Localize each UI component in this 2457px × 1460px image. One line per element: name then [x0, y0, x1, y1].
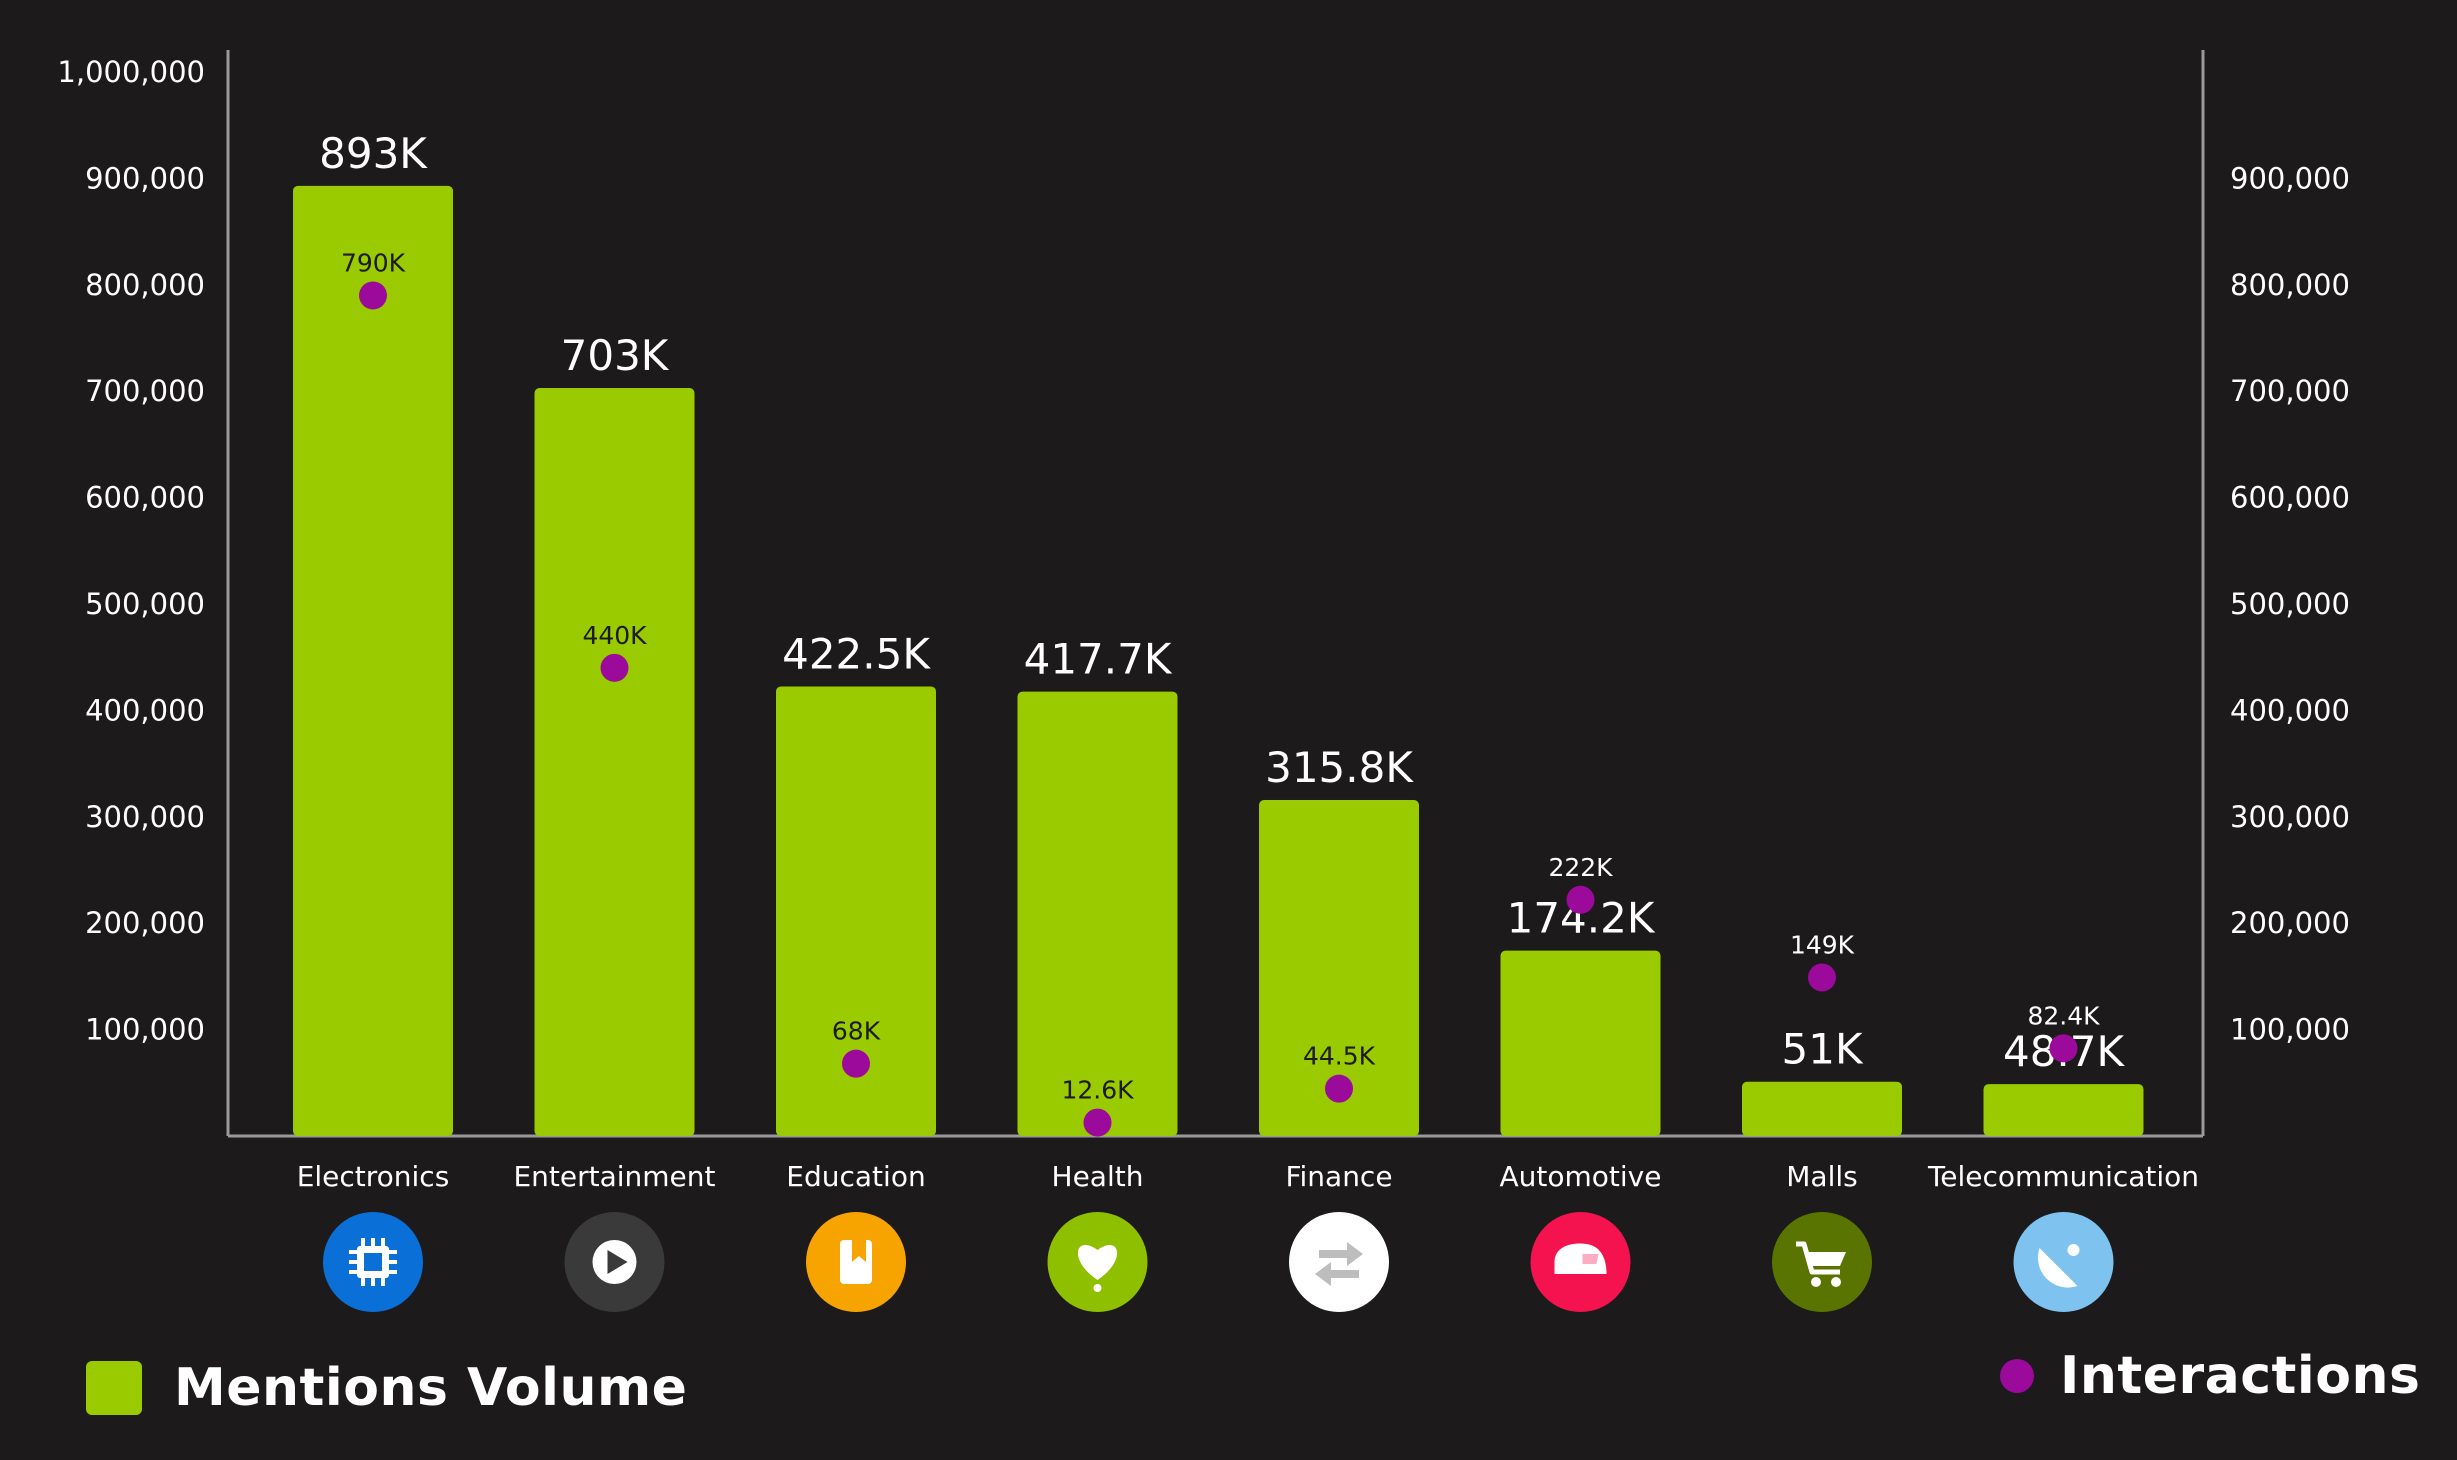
bar-value-label: 51K: [1782, 1025, 1864, 1074]
left-tick-label: 300,000: [85, 800, 205, 834]
legend-interactions-label: Interactions: [2060, 1346, 2421, 1406]
left-tick-label: 100,000: [85, 1013, 205, 1047]
play-icon: [564, 1212, 665, 1312]
bar-mentions-malls: [1742, 1081, 1902, 1136]
legend-mentions-volume: Mentions Volume: [86, 1358, 687, 1418]
point-interactions-entertainment: [600, 653, 629, 682]
right-tick-label: 100,000: [2230, 1013, 2350, 1047]
bar-value-label: 703K: [561, 331, 670, 380]
x-tick-label: Malls: [1786, 1160, 1857, 1193]
right-tick-label: 400,000: [2230, 693, 2350, 727]
heart-icon: [1047, 1212, 1148, 1312]
left-tick-label: 700,000: [85, 374, 205, 408]
point-interactions-malls: [1808, 963, 1836, 992]
car-icon: [1530, 1212, 1631, 1312]
bar-value-label: 315.8K: [1265, 743, 1414, 792]
point-value-label: 44.5K: [1303, 1042, 1376, 1071]
bar-value-label: 417.7K: [1024, 635, 1173, 684]
bar-mentions-finance: [1259, 799, 1419, 1136]
x-tick-label: Finance: [1285, 1160, 1392, 1193]
x-tick-label: Automotive: [1500, 1160, 1662, 1193]
satellite-dish-icon: [2013, 1212, 2114, 1312]
point-value-label: 222K: [1548, 853, 1613, 882]
legend-point-swatch: [2000, 1359, 2034, 1393]
bookmark-icon: [806, 1212, 906, 1312]
cart-icon: [1772, 1212, 1872, 1312]
x-tick-label: Health: [1052, 1160, 1144, 1193]
bar-mentions-health: [1017, 691, 1178, 1136]
x-tick-label: Education: [786, 1160, 925, 1193]
bar-mentions-electronics: [293, 185, 453, 1136]
left-tick-label: 400,000: [85, 693, 205, 727]
right-tick-label: 900,000: [2230, 161, 2350, 195]
point-interactions-health: [1083, 1108, 1112, 1137]
legend-interactions: Interactions: [2000, 1346, 2420, 1406]
right-tick-label: 200,000: [2230, 906, 2350, 940]
point-value-label: 68K: [832, 1017, 881, 1046]
point-value-label: 149K: [1790, 930, 1855, 959]
left-tick-label: 200,000: [85, 906, 205, 940]
bar-mentions-entertainment: [534, 388, 695, 1136]
point-interactions-telecommunication: [2049, 1034, 2078, 1063]
right-tick-label: 700,000: [2230, 374, 2350, 408]
bar-mentions-telecommunication: [1983, 1084, 2144, 1136]
point-value-label: 82.4K: [2027, 1001, 2100, 1030]
transfer-arrows-icon: [1289, 1212, 1389, 1312]
bar-mentions-education: [776, 686, 936, 1136]
bar-mentions-automotive: [1500, 950, 1661, 1136]
left-tick-label: 600,000: [85, 481, 205, 515]
bar-value-label: 893K: [319, 129, 428, 178]
point-interactions-finance: [1325, 1074, 1353, 1103]
right-tick-label: 300,000: [2230, 800, 2350, 834]
legend-bar-swatch: [86, 1361, 142, 1415]
left-tick-label: 800,000: [85, 268, 205, 302]
x-tick-label: Entertainment: [513, 1160, 715, 1193]
point-interactions-electronics: [359, 281, 387, 310]
right-tick-label: 600,000: [2230, 481, 2350, 515]
right-tick-label: 800,000: [2230, 268, 2350, 302]
point-interactions-education: [842, 1049, 870, 1078]
x-tick-label: Electronics: [297, 1160, 450, 1193]
bar-value-label: 422.5K: [782, 629, 931, 678]
point-value-label: 790K: [341, 248, 406, 277]
chip-icon: [323, 1212, 423, 1312]
point-interactions-automotive: [1566, 885, 1595, 914]
left-tick-label: 1,000,000: [57, 55, 205, 89]
legend-mentions-label: Mentions Volume: [174, 1358, 688, 1418]
left-tick-label: 500,000: [85, 587, 205, 621]
x-tick-label: Telecommunication: [1927, 1160, 2199, 1193]
point-value-label: 12.6K: [1061, 1076, 1134, 1105]
point-value-label: 440K: [582, 621, 647, 650]
left-tick-label: 900,000: [85, 161, 205, 195]
right-tick-label: 500,000: [2230, 587, 2350, 621]
